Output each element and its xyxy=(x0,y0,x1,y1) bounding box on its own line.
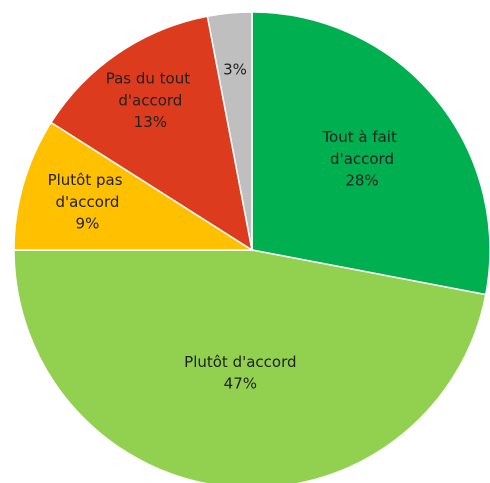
category-line: d'accord xyxy=(55,193,119,211)
category-label: Plutôt d'accord xyxy=(184,353,296,371)
value-label: 13% xyxy=(134,113,167,131)
pie-slice xyxy=(13,249,487,483)
category-line: Plutôt pas xyxy=(48,171,128,189)
category-line: Tout à fait xyxy=(321,127,401,145)
category-line: d'accord xyxy=(330,149,394,167)
category-label: Pas du tout d'accord xyxy=(106,69,195,109)
pie-slice xyxy=(50,15,254,252)
pie-slice xyxy=(13,121,255,251)
pie-slice xyxy=(206,11,253,251)
category-label: Tout à fait d'accord xyxy=(321,127,401,167)
category-label: Plutôt pas d'accord xyxy=(48,171,128,211)
value-label: 3% xyxy=(223,60,247,78)
value-label: 28% xyxy=(345,171,378,189)
value-label: 47% xyxy=(224,375,257,393)
category-line: Pas du tout xyxy=(106,69,195,87)
category-line: Plutôt d'accord xyxy=(184,353,296,371)
value-label: 9% xyxy=(76,215,100,233)
category-line: d'accord xyxy=(118,91,182,109)
